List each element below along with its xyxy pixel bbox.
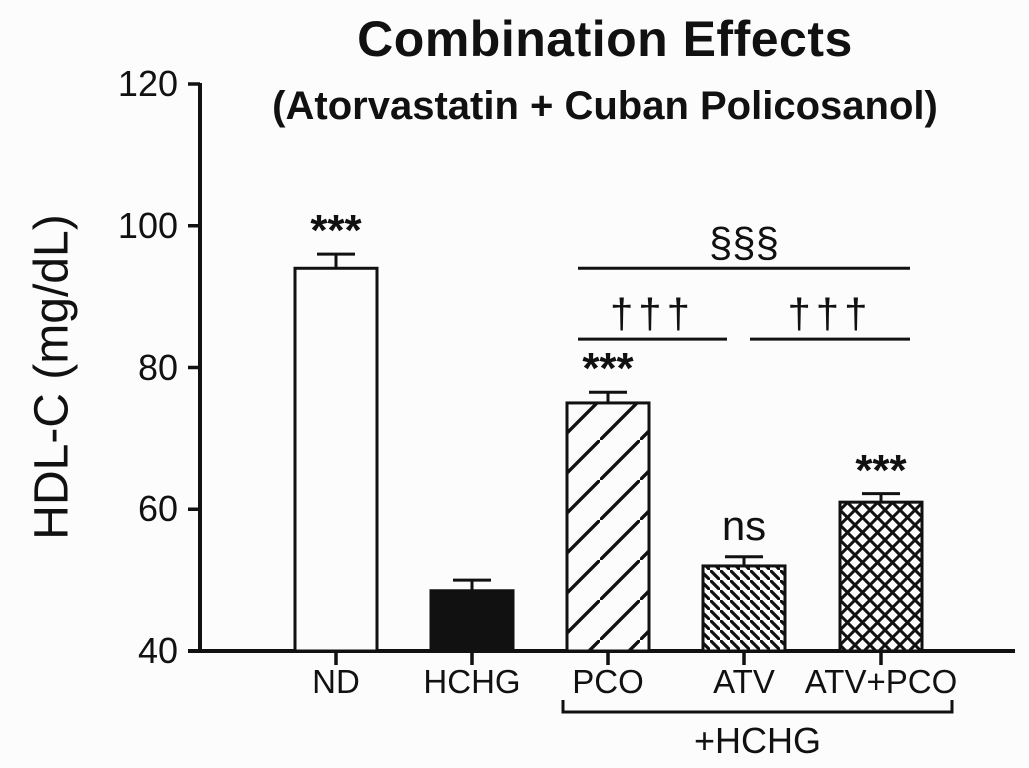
significance-label: †††	[787, 290, 873, 338]
y-axis-label: HDL-C (mg/dL)	[25, 214, 79, 540]
bar-annotation: ***	[582, 344, 634, 394]
bar-ND	[293, 266, 379, 653]
group-bracket-label: +HCHG	[693, 720, 822, 761]
bar-annotation: ***	[310, 206, 362, 256]
y-tick-label: 100	[117, 204, 178, 246]
bar-ATV	[701, 564, 787, 653]
group-bracket	[561, 700, 954, 714]
y-tick-label: 120	[117, 63, 178, 104]
y-tick-label: 80	[137, 346, 178, 388]
chart-title: Combination Effects	[357, 11, 853, 67]
significance-label: §§§	[708, 219, 780, 267]
x-axis-category-label: ND	[312, 663, 360, 700]
bar-ATV+PCO	[838, 500, 924, 653]
y-tick-label: 60	[137, 488, 178, 530]
y-tick-label: 40	[137, 630, 178, 671]
significance-label: †††	[609, 290, 696, 338]
bar-HCHG	[429, 589, 515, 653]
x-axis-category-label: HCHG	[423, 663, 521, 700]
bar-annotation: ***	[855, 445, 907, 495]
x-axis-category-label: ATV	[713, 663, 775, 700]
x-axis-category-label: PCO	[572, 663, 644, 700]
bar-annotation: ns	[721, 501, 767, 549]
chart-subtitle: (Atorvastatin + Cuban Policosanol)	[272, 84, 938, 128]
x-axis-category-label: ATV+PCO	[804, 663, 958, 700]
